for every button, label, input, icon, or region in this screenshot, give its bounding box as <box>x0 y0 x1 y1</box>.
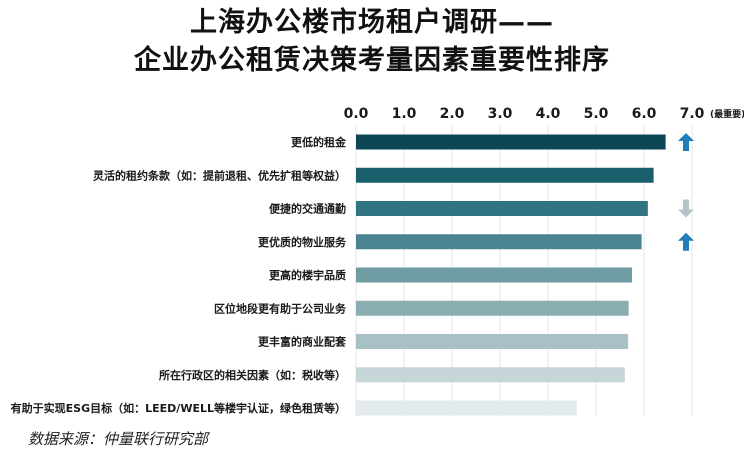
chart-title-line2: 企业办公租赁决策考量因素重要性排序 <box>134 45 610 76</box>
category-label: 更高的楼宇品质 <box>269 268 346 282</box>
arrow-down-icon <box>678 199 694 218</box>
category-label: 所在行政区的相关因素（如：税收等） <box>159 368 346 382</box>
x-tick-label: 5.0 <box>584 106 609 122</box>
category-label: 区位地段更有助于公司业务 <box>214 301 347 315</box>
x-tick-label: 1.0 <box>392 106 417 122</box>
bar <box>356 267 632 283</box>
bar <box>356 201 648 216</box>
bar <box>356 367 625 383</box>
x-tick-label: 4.0 <box>536 106 561 122</box>
category-label: 更丰富的商业配套 <box>258 335 347 349</box>
category-label: 有助于实现ESG目标（如：LEED/WELL等楼宇认证，绿色租赁等） <box>11 401 346 415</box>
bar <box>356 334 629 349</box>
x-tick-label: 6.0 <box>632 106 657 122</box>
bar <box>356 400 577 416</box>
chart-title-line1: 上海办公楼市场租户调研—— <box>190 7 554 38</box>
x-tick-label: 0.0 <box>344 106 369 122</box>
arrow-up-icon <box>678 133 694 151</box>
data-source-note: 数据来源：仲量联行研究部 <box>28 430 209 448</box>
category-label: 更低的租金 <box>291 135 347 149</box>
category-label: 便捷的交通通勤 <box>269 202 346 216</box>
bar-chart: 0.0 1.0 2.0 3.0 4.0 5.0 6.0 7.0 (最重要) 更低的租金灵活的租约条… <box>11 106 744 416</box>
bar <box>356 167 654 183</box>
arrow-up-icon <box>678 232 694 251</box>
bar <box>356 300 629 316</box>
category-label: 更优质的物业服务 <box>258 235 347 249</box>
x-tick-label: 2.0 <box>440 106 465 122</box>
bar <box>356 134 666 150</box>
x-tick-label: 3.0 <box>488 106 513 122</box>
category-label: 灵活的租约条款（如：提前退租、优先扩租等权益） <box>93 168 346 182</box>
x-tick-label: 7.0 <box>680 106 705 122</box>
bar <box>356 234 642 250</box>
x-tick-note: (最重要) <box>710 108 744 120</box>
